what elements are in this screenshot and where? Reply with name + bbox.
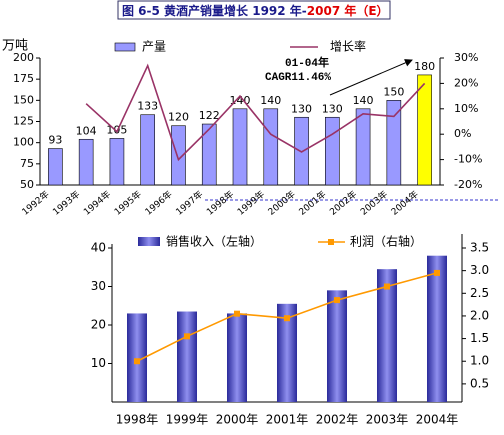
- x-tick-label: 2002年: [316, 413, 359, 427]
- y-tick-label: 20: [91, 318, 106, 332]
- bar: [377, 269, 397, 402]
- data-label: 130: [291, 102, 312, 115]
- arrow: [329, 59, 413, 96]
- x-tick-label: 2004年: [389, 188, 421, 218]
- y2-tick-label: 1.5: [470, 331, 489, 345]
- y-tick-label: 125: [13, 115, 34, 128]
- bar: [232, 108, 248, 186]
- y-tick-label: 40: [91, 241, 106, 255]
- data-label: 140: [260, 94, 281, 107]
- x-tick-label: 2003年: [366, 413, 409, 427]
- profit-marker: [434, 269, 440, 276]
- data-label: 93: [48, 134, 62, 147]
- bar: [327, 290, 347, 402]
- data-label: 140: [353, 94, 374, 107]
- bar: [127, 313, 147, 402]
- bar: [227, 313, 247, 402]
- bar: [427, 255, 447, 402]
- x-tick-label: 1999年: [235, 188, 267, 218]
- legend-label: 利润（右轴）: [350, 234, 422, 249]
- x-tick-label: 1999年: [166, 413, 209, 427]
- x-tick-label: 2001年: [296, 188, 328, 218]
- y2-tick-label: 20%: [454, 76, 478, 89]
- bar: [277, 303, 297, 402]
- annotation: 01-04年: [285, 55, 329, 70]
- x-tick-label: 1997年: [173, 188, 205, 218]
- bar: [109, 138, 125, 186]
- title-box: [117, 0, 391, 20]
- legend-swatch: [328, 239, 334, 245]
- data-label: 120: [168, 111, 189, 124]
- x-tick-label: 2001年: [266, 413, 309, 427]
- bar: [325, 116, 340, 186]
- y-axis-label: 万吨: [2, 39, 28, 54]
- y2-tick-label: 0.5: [470, 376, 489, 390]
- x-tick-label: 1993年: [50, 188, 82, 218]
- y2-tick-label: 3.5: [470, 241, 489, 255]
- bar: [171, 125, 186, 186]
- data-label: 133: [137, 100, 158, 113]
- x-tick-label: 2003年: [358, 188, 390, 218]
- bar: [78, 138, 94, 186]
- bar: [417, 74, 432, 186]
- bar: [355, 108, 371, 186]
- y-tick-label: 30: [91, 279, 106, 293]
- chart-title: 图 6-5 黄酒产销量增长 1992 年-2007 年（E）: [122, 3, 389, 18]
- y2-tick-label: 10%: [454, 102, 478, 115]
- y2-tick-label: 2.0: [470, 308, 489, 322]
- data-label: 122: [199, 109, 220, 122]
- y2-tick-label: 0%: [454, 127, 471, 140]
- y-tick-label: 10: [91, 356, 106, 370]
- data-label: 130: [322, 102, 343, 115]
- bar: [263, 108, 279, 186]
- legend-label: 产量: [142, 40, 166, 54]
- annotation: CAGR11.46%: [265, 72, 331, 84]
- profit-marker: [384, 283, 390, 290]
- y2-tick-label: 1.0: [470, 354, 489, 368]
- legend-label: 增长率: [330, 39, 366, 54]
- data-label: 150: [383, 85, 404, 98]
- bar: [48, 148, 63, 186]
- y-tick-label: 75: [20, 157, 34, 170]
- x-tick-label: 1995年: [112, 188, 144, 218]
- y2-tick-label: 30%: [454, 51, 478, 64]
- profit-marker: [184, 333, 190, 340]
- legend-swatch: [138, 237, 160, 246]
- y-tick-label: 150: [13, 93, 34, 106]
- x-tick-label: 1998年: [204, 188, 236, 218]
- profit-marker: [284, 315, 290, 322]
- x-tick-label: 2002年: [327, 188, 359, 218]
- x-tick-label: 2004年: [416, 413, 459, 427]
- x-tick-label: 1992年: [19, 188, 51, 218]
- x-tick-label: 1998年: [116, 413, 159, 427]
- legend-label: 销售收入（左轴）: [166, 234, 262, 249]
- bar: [386, 100, 402, 186]
- bar: [177, 311, 197, 402]
- y2-tick-label: -20%: [454, 178, 482, 191]
- bar: [201, 123, 217, 186]
- data-label: 180: [414, 60, 435, 73]
- y-tick-label: 175: [13, 72, 34, 85]
- legend-swatch: [114, 42, 136, 52]
- y-tick-label: 200: [13, 51, 34, 64]
- x-tick-label: 1996年: [142, 188, 174, 218]
- profit-marker: [134, 358, 140, 365]
- x-tick-label: 2000年: [216, 413, 259, 427]
- x-tick-label: 1994年: [81, 188, 113, 218]
- y2-tick-label: 3.0: [470, 263, 489, 277]
- bar: [140, 114, 155, 186]
- growth-line: [85, 63, 426, 162]
- y-tick-label: 50: [20, 178, 34, 191]
- profit-marker: [334, 297, 340, 304]
- data-label: 104: [76, 124, 97, 137]
- y2-tick-label: -10%: [454, 153, 482, 166]
- y-tick-label: 100: [13, 136, 34, 149]
- x-tick-label: 2000年: [266, 188, 298, 218]
- profit-marker: [234, 310, 240, 317]
- y2-tick-label: 2.5: [470, 286, 489, 300]
